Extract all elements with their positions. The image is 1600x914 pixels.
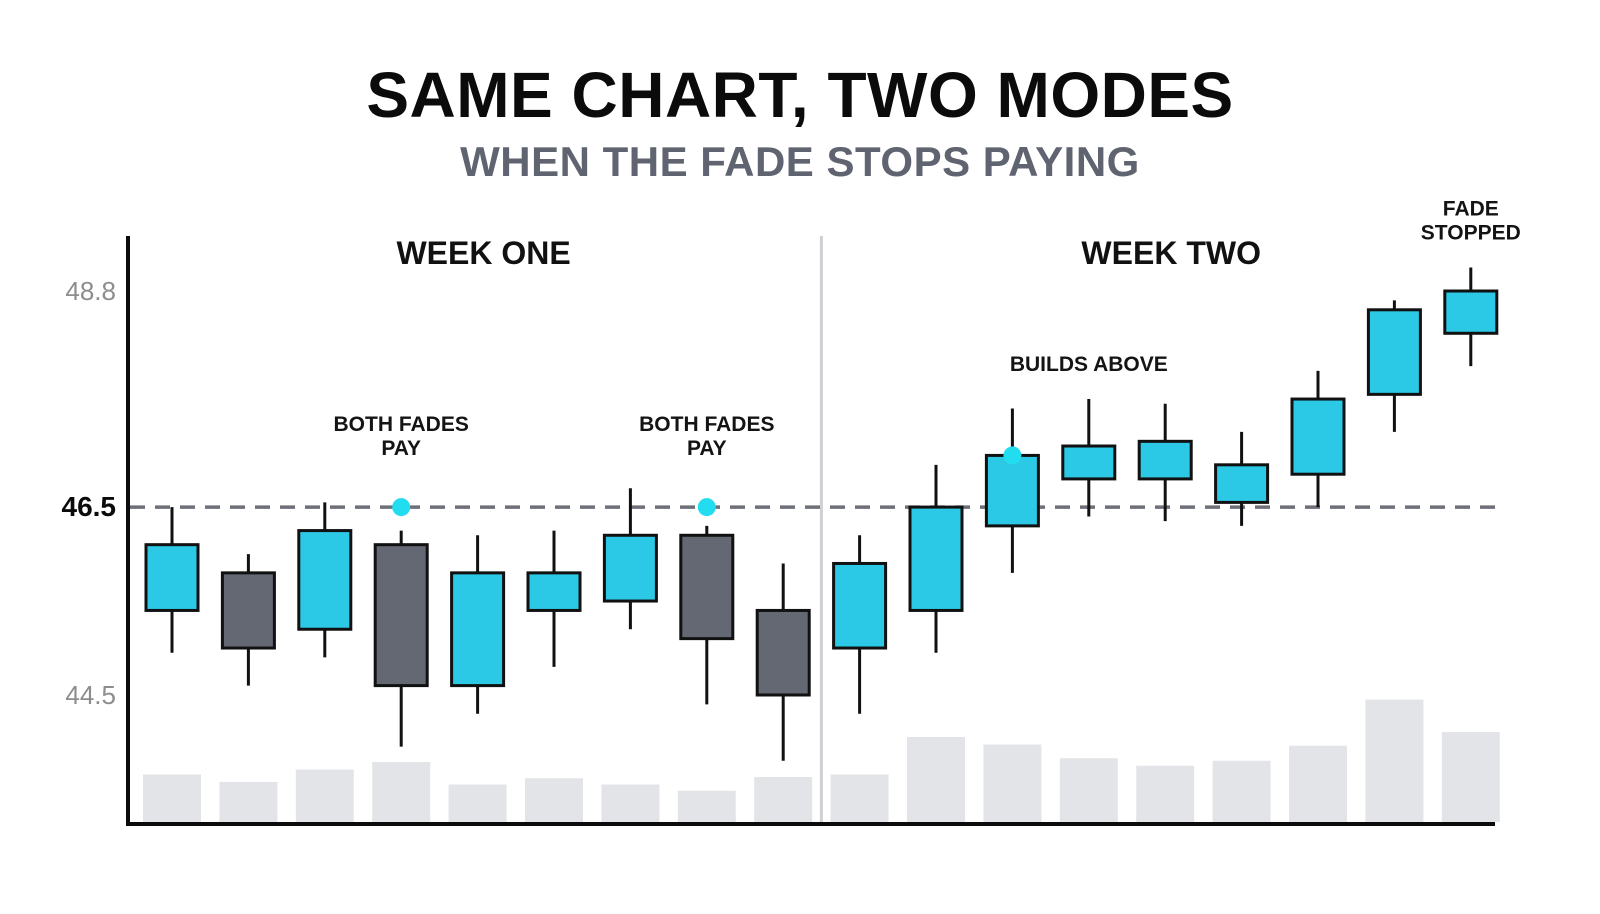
y-tick-label: 46.5 — [62, 491, 117, 522]
candle-body — [832, 561, 888, 650]
candle-down — [755, 563, 811, 761]
volume-bar — [601, 784, 660, 822]
candle-down — [220, 554, 276, 686]
annotation-label: FADE STOPPED — [1421, 198, 1521, 245]
volume-bar — [1441, 732, 1500, 822]
candle-up — [1214, 431, 1270, 526]
volume-bar — [143, 774, 201, 822]
candle-layer — [144, 267, 1499, 761]
chart-subtitle: WHEN THE FADE STOPS PAYING — [460, 138, 1140, 185]
candle-body — [679, 533, 735, 641]
candle-down — [679, 525, 735, 705]
candle-body — [602, 533, 658, 603]
volume-bar — [754, 777, 813, 822]
candle-body — [1443, 289, 1499, 335]
annotation-line: PAY — [687, 437, 727, 460]
annotation-label: BOTH FADES PAY — [334, 413, 469, 460]
volume-bar — [219, 782, 278, 822]
annotation-line: BOTH FADES — [334, 413, 469, 436]
annotation-line: BUILDS ABOVE — [1010, 353, 1168, 376]
fade-dot — [392, 498, 411, 517]
y-tick-label: 48.8 — [65, 276, 116, 306]
volume-bar — [830, 774, 889, 822]
volume-bar — [677, 790, 736, 822]
grid-layer — [126, 236, 1495, 826]
candle-body — [1137, 439, 1193, 481]
candle-up — [526, 530, 582, 667]
y-tick-label: 44.5 — [65, 680, 116, 710]
section-label: WEEK TWO — [1081, 235, 1261, 271]
volume-bar — [1289, 745, 1347, 822]
candle-body — [144, 543, 200, 612]
candle-body — [373, 543, 429, 688]
annotation-label: BUILDS ABOVE — [1010, 353, 1168, 376]
annotation-line: STOPPED — [1421, 222, 1521, 245]
candle-body — [984, 453, 1040, 528]
volume-bar — [1212, 760, 1271, 822]
volume-layer — [143, 699, 1500, 822]
section-label: WEEK ONE — [396, 235, 570, 271]
annotation-line: FADE — [1443, 198, 1499, 221]
marker-dot — [1003, 446, 1022, 465]
candle-body — [220, 571, 276, 650]
chart-title: SAME CHART, TWO MODES — [366, 59, 1234, 131]
candle-up — [1443, 267, 1499, 367]
volume-bar — [1136, 765, 1195, 822]
candle-up — [1290, 370, 1346, 508]
volume-bar — [983, 744, 1042, 822]
volume-bar — [1059, 758, 1118, 822]
candle-up — [450, 535, 506, 714]
candle-body — [755, 608, 811, 697]
volume-bar — [907, 737, 965, 822]
candle-up — [1061, 399, 1117, 517]
candle-body — [908, 505, 964, 612]
candle-up — [984, 408, 1040, 573]
candle-body — [1214, 463, 1270, 504]
annotation-line: BOTH FADES — [639, 413, 774, 436]
candle-up — [832, 535, 888, 714]
candle-body — [1061, 444, 1117, 481]
candle-body — [526, 571, 582, 612]
volume-bar — [448, 784, 507, 822]
annotation-label: BOTH FADES PAY — [639, 413, 774, 460]
annotation-line: PAY — [381, 437, 421, 460]
candle-down — [373, 530, 429, 747]
fade-dot — [697, 498, 716, 517]
candle-body — [1366, 308, 1422, 396]
candle-up — [144, 507, 200, 653]
candle-up — [908, 464, 964, 653]
candle-up — [1366, 300, 1422, 432]
candle-up — [297, 502, 353, 658]
candle-body — [297, 529, 353, 631]
candle-up — [602, 488, 658, 630]
volume-bar — [295, 769, 354, 822]
volume-bar — [1365, 699, 1424, 822]
candle-body — [1290, 397, 1346, 476]
volume-bar — [372, 762, 431, 822]
candle-body — [450, 571, 506, 688]
candle-up — [1137, 403, 1193, 522]
volume-bar — [525, 778, 583, 822]
